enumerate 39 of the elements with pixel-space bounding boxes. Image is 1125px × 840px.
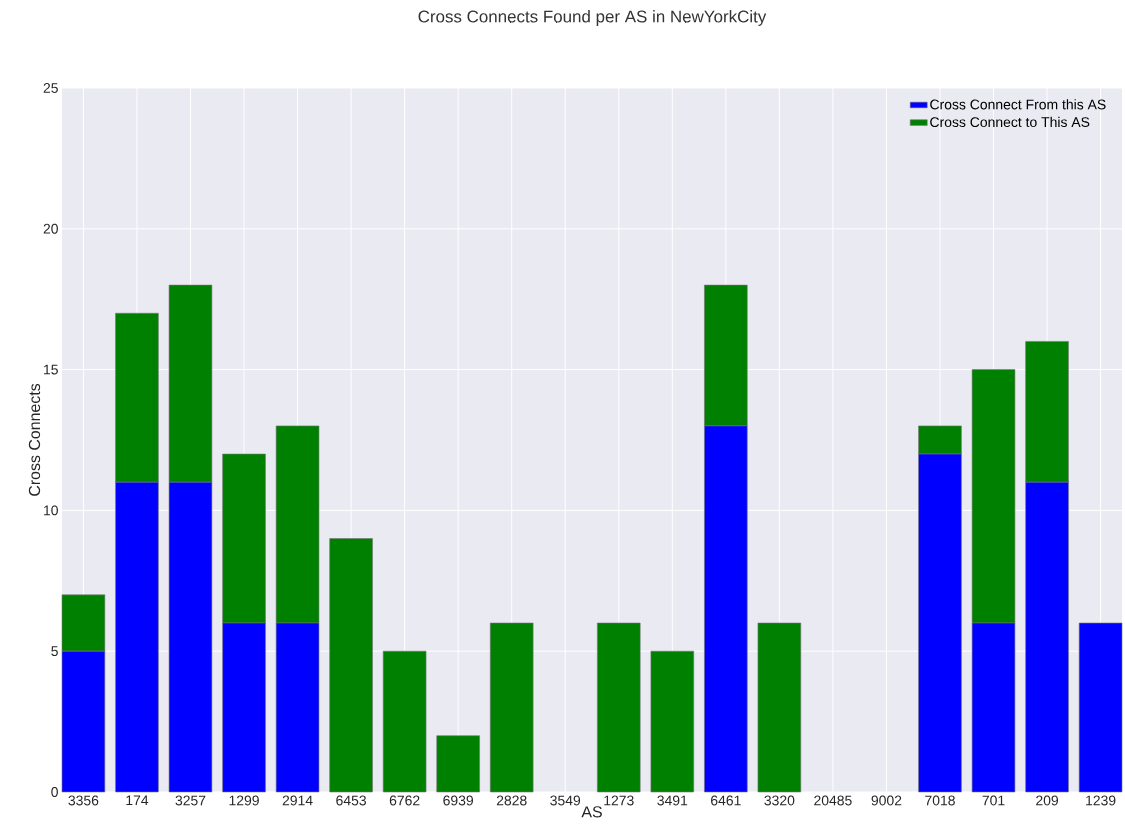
y-tick-label: 10	[44, 505, 58, 516]
x-tick-label: 209	[1036, 795, 1059, 806]
y-tick-label: 25	[43, 83, 58, 93]
x-tick-label: 6461	[711, 795, 741, 806]
x-tick-label: 6762	[389, 795, 420, 806]
bar	[757, 622, 802, 793]
x-tick-label: 1239	[1086, 795, 1116, 806]
x-tick-label: 6939	[443, 795, 474, 806]
x-tick-label: 2828	[496, 795, 527, 806]
x-tick-label: 9002	[871, 795, 902, 806]
x-tick-label: 701	[982, 795, 1005, 806]
bar	[1078, 622, 1123, 793]
legend-label: Cross Connect to This AS	[930, 116, 1090, 128]
bar	[329, 538, 373, 793]
x-tick-label: 3320	[764, 795, 795, 806]
x-tick-label: 174	[126, 795, 149, 806]
bar	[436, 735, 480, 793]
x-tick-label: 20485	[814, 795, 852, 806]
bar	[489, 622, 534, 793]
y-tick-label: 20	[43, 223, 58, 234]
legend-label: Cross Connect From this AS	[930, 99, 1106, 110]
x-tick-label: 3257	[175, 795, 206, 806]
x-tick-label: 3491	[657, 795, 688, 806]
x-tick-label: 3356	[68, 795, 99, 806]
chart-title: Cross Connects Found per AS in NewYorkCity	[418, 10, 767, 26]
y-tick-label: 15	[44, 364, 58, 375]
bar	[382, 650, 427, 793]
x-tick-label: 3549	[550, 795, 581, 806]
x-tick-label: 1273	[604, 795, 634, 806]
bar	[650, 650, 695, 793]
y-tick-label: 0	[51, 787, 58, 797]
x-axis-title: AS	[581, 806, 602, 818]
y-axis-title: Cross Connects	[28, 383, 41, 496]
x-tick-label: 6453	[336, 795, 366, 806]
bar	[597, 622, 641, 793]
x-tick-label: 7018	[925, 795, 955, 806]
x-tick-label: 1299	[229, 795, 259, 806]
y-tick-label: 5	[51, 646, 58, 657]
x-tick-label: 2914	[282, 795, 313, 806]
